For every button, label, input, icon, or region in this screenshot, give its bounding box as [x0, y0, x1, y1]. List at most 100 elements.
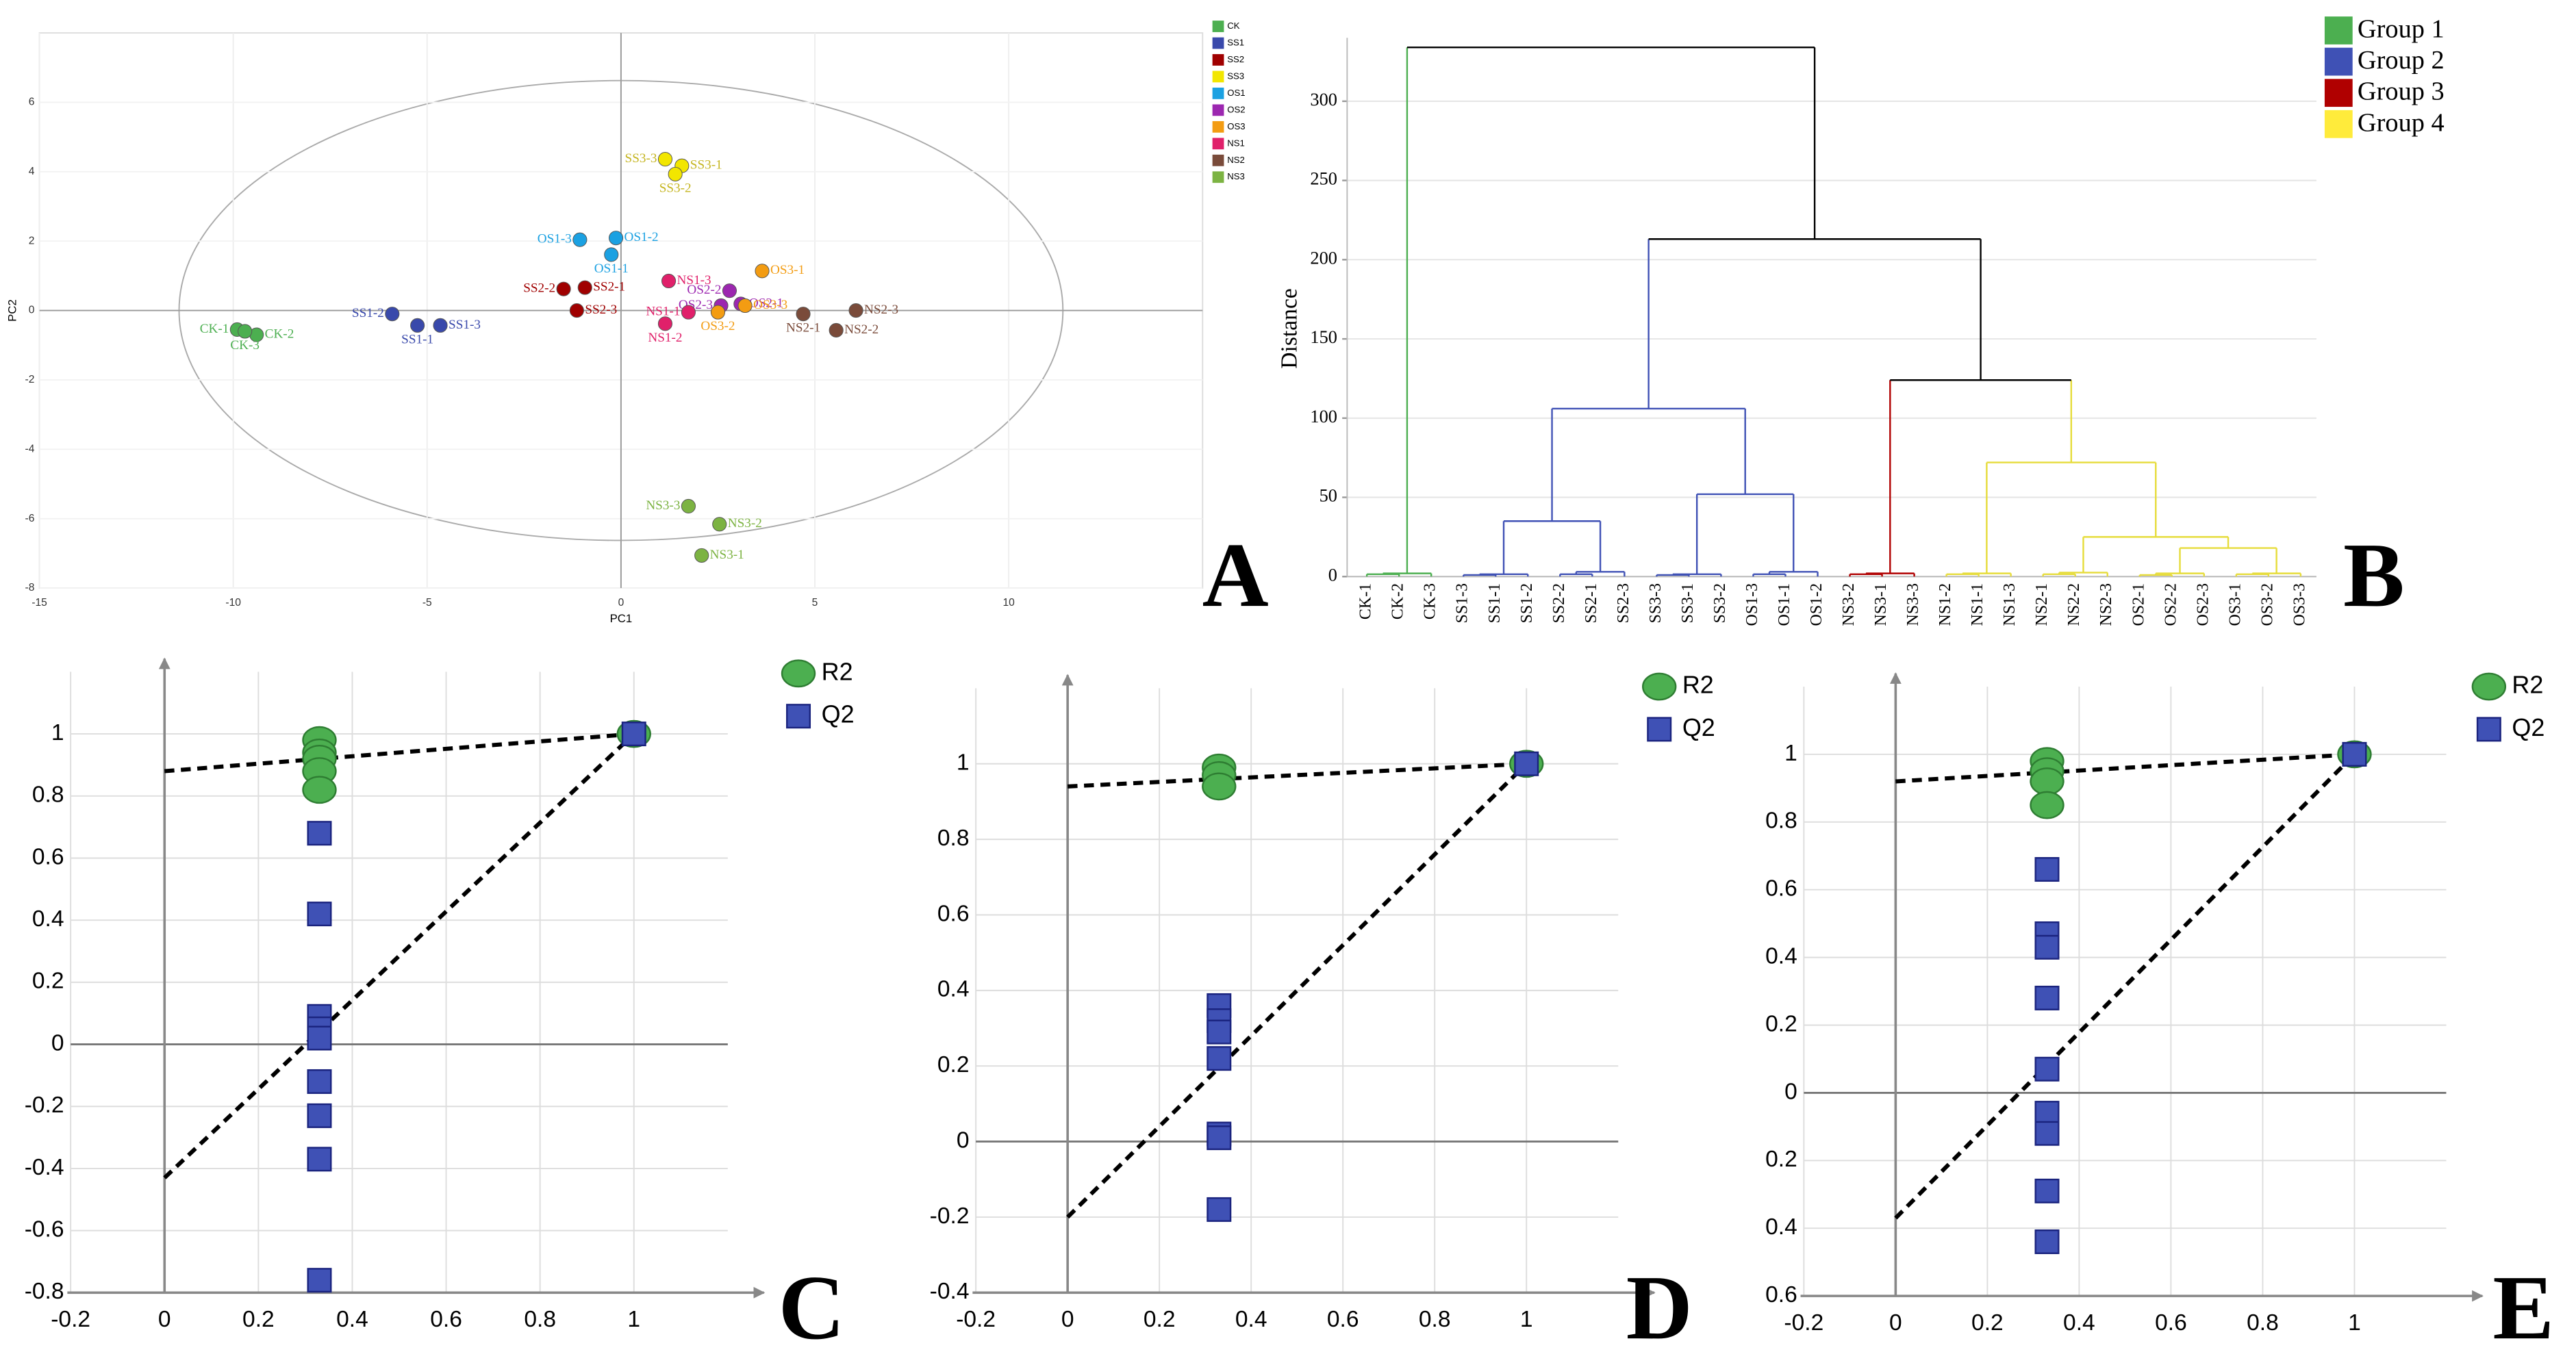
sample-point: [604, 247, 619, 262]
leaf-label: SS3-1: [1679, 583, 1697, 624]
leaf-label: OS3-1: [2226, 583, 2244, 626]
x-tick-label: -0.2: [1784, 1310, 1823, 1336]
x-tick-label: -10: [225, 597, 241, 609]
x-tick-label: 0.2: [1144, 1307, 1176, 1332]
sample-point: [657, 152, 673, 167]
regression-line: [1895, 752, 2355, 784]
y-tick-label: 150: [1310, 327, 1337, 347]
legend-label: R2: [822, 657, 853, 685]
y-tick-label: 100: [1310, 406, 1337, 426]
y-tick-label: -0.4: [930, 1279, 970, 1304]
legend-label: SS2: [1227, 54, 1244, 64]
legend-swatch: [781, 659, 816, 688]
leaf-label: OS2-2: [2162, 583, 2180, 626]
q2-point: [1207, 1125, 1232, 1151]
x-tick-label: 1: [2348, 1310, 2361, 1336]
legend-swatch: [2324, 110, 2353, 138]
y-tick-label: 250: [1310, 168, 1337, 189]
y-tick-label: 0: [1328, 564, 1337, 585]
y-tick-label: 0.8: [1765, 808, 1797, 834]
point-label: SS2-2: [523, 281, 555, 296]
point-label: NS1-3: [677, 273, 711, 288]
x-tick-label: 0.8: [1419, 1307, 1451, 1332]
leaf-label: NS2-2: [2065, 583, 2083, 626]
q2-point: [307, 1268, 332, 1293]
legend-swatch: [786, 704, 811, 729]
legend-swatch: [1212, 154, 1224, 166]
leaf-label: SS1-2: [1518, 583, 1536, 624]
y-tick-label: -0.8: [25, 1279, 64, 1304]
q2-point: [2034, 1056, 2060, 1082]
leaf-label: SS3-2: [1711, 583, 1729, 624]
point-label: NS2-3: [864, 303, 898, 317]
q2-point: [307, 1069, 332, 1094]
point-label: OS1-1: [594, 261, 629, 276]
sample-point: [681, 498, 696, 513]
leaf-label: SS2-3: [1615, 583, 1632, 624]
leaf-label: NS2-3: [2097, 583, 2115, 626]
y-tick-label: 0.8: [937, 826, 970, 851]
q2-point: [2034, 985, 2060, 1010]
legend-swatch: [1212, 71, 1224, 83]
y-tick-label: 0.4: [1765, 1214, 1797, 1240]
legend-label: SS3: [1227, 71, 1244, 81]
x-tick-label: 1: [1520, 1307, 1533, 1332]
q2-point: [1514, 751, 1539, 776]
point-label: OS1-3: [538, 232, 572, 246]
y-tick-label: 50: [1319, 485, 1337, 506]
x-axis-label: PC1: [610, 612, 633, 625]
point-label: OS2-1: [749, 296, 783, 310]
q2-point: [2342, 741, 2367, 767]
legend-label: Group 3: [2358, 77, 2445, 106]
legend-swatch: [2324, 47, 2353, 76]
legend-swatch: [1647, 717, 1672, 742]
legend-label: OS1: [1227, 88, 1245, 98]
legend-label: SS1: [1227, 37, 1244, 47]
sample-point: [722, 283, 737, 298]
y-tick-label: 0: [957, 1127, 970, 1153]
y-tick-label: 1: [957, 750, 970, 776]
regression-line: [1894, 752, 2356, 1220]
sample-point: [737, 298, 753, 314]
x-tick-label: 0.2: [242, 1307, 275, 1332]
y-tick-label: 1: [1784, 741, 1797, 766]
sample-point: [694, 548, 709, 563]
leaf-label: NS1-2: [1936, 583, 1954, 626]
leaf-label: NS3-2: [1840, 583, 1858, 626]
point-label: OS1-2: [624, 230, 659, 244]
legend-label: NS3: [1227, 171, 1245, 181]
y-axis-label: PC2: [6, 299, 19, 322]
legend-label: CK: [1227, 21, 1240, 31]
y-tick-label: 0.6: [1765, 1282, 1797, 1307]
legend-swatch: [2324, 16, 2353, 44]
leaf-label: OS1-1: [1776, 583, 1793, 626]
panel-label: C: [779, 1257, 845, 1359]
x-tick-label: 5: [812, 597, 818, 609]
leaf-label: OS2-3: [2194, 583, 2212, 626]
legend-swatch: [1212, 138, 1224, 150]
legend-label: Q2: [1682, 713, 1715, 741]
sample-point: [433, 318, 448, 333]
leaf-label: SS1-3: [1454, 583, 1472, 624]
sample-point: [238, 324, 253, 339]
legend-swatch: [1212, 87, 1224, 99]
sample-point: [710, 305, 726, 320]
sample-point: [577, 280, 592, 295]
x-tick-label: -0.2: [51, 1307, 90, 1332]
x-tick-label: 0.6: [430, 1307, 462, 1332]
point-label: OS3-1: [770, 263, 805, 277]
y-tick-label: 0: [1784, 1079, 1797, 1104]
panel-label: B: [2343, 524, 2405, 626]
x-tick-label: 1: [627, 1307, 640, 1332]
sample-point: [681, 305, 696, 320]
y-tick-label: 200: [1310, 247, 1337, 268]
sample-point: [668, 166, 683, 181]
y-tick-label: -0.6: [25, 1216, 64, 1242]
sample-point: [410, 318, 425, 333]
legend-label: Group 1: [2358, 15, 2445, 44]
y-tick-label: 4: [29, 166, 35, 177]
point-label: NS2-1: [786, 321, 820, 335]
y-tick-label: -0.2: [930, 1203, 970, 1229]
r2-point: [2030, 767, 2064, 795]
y-tick-label: -8: [25, 582, 35, 594]
